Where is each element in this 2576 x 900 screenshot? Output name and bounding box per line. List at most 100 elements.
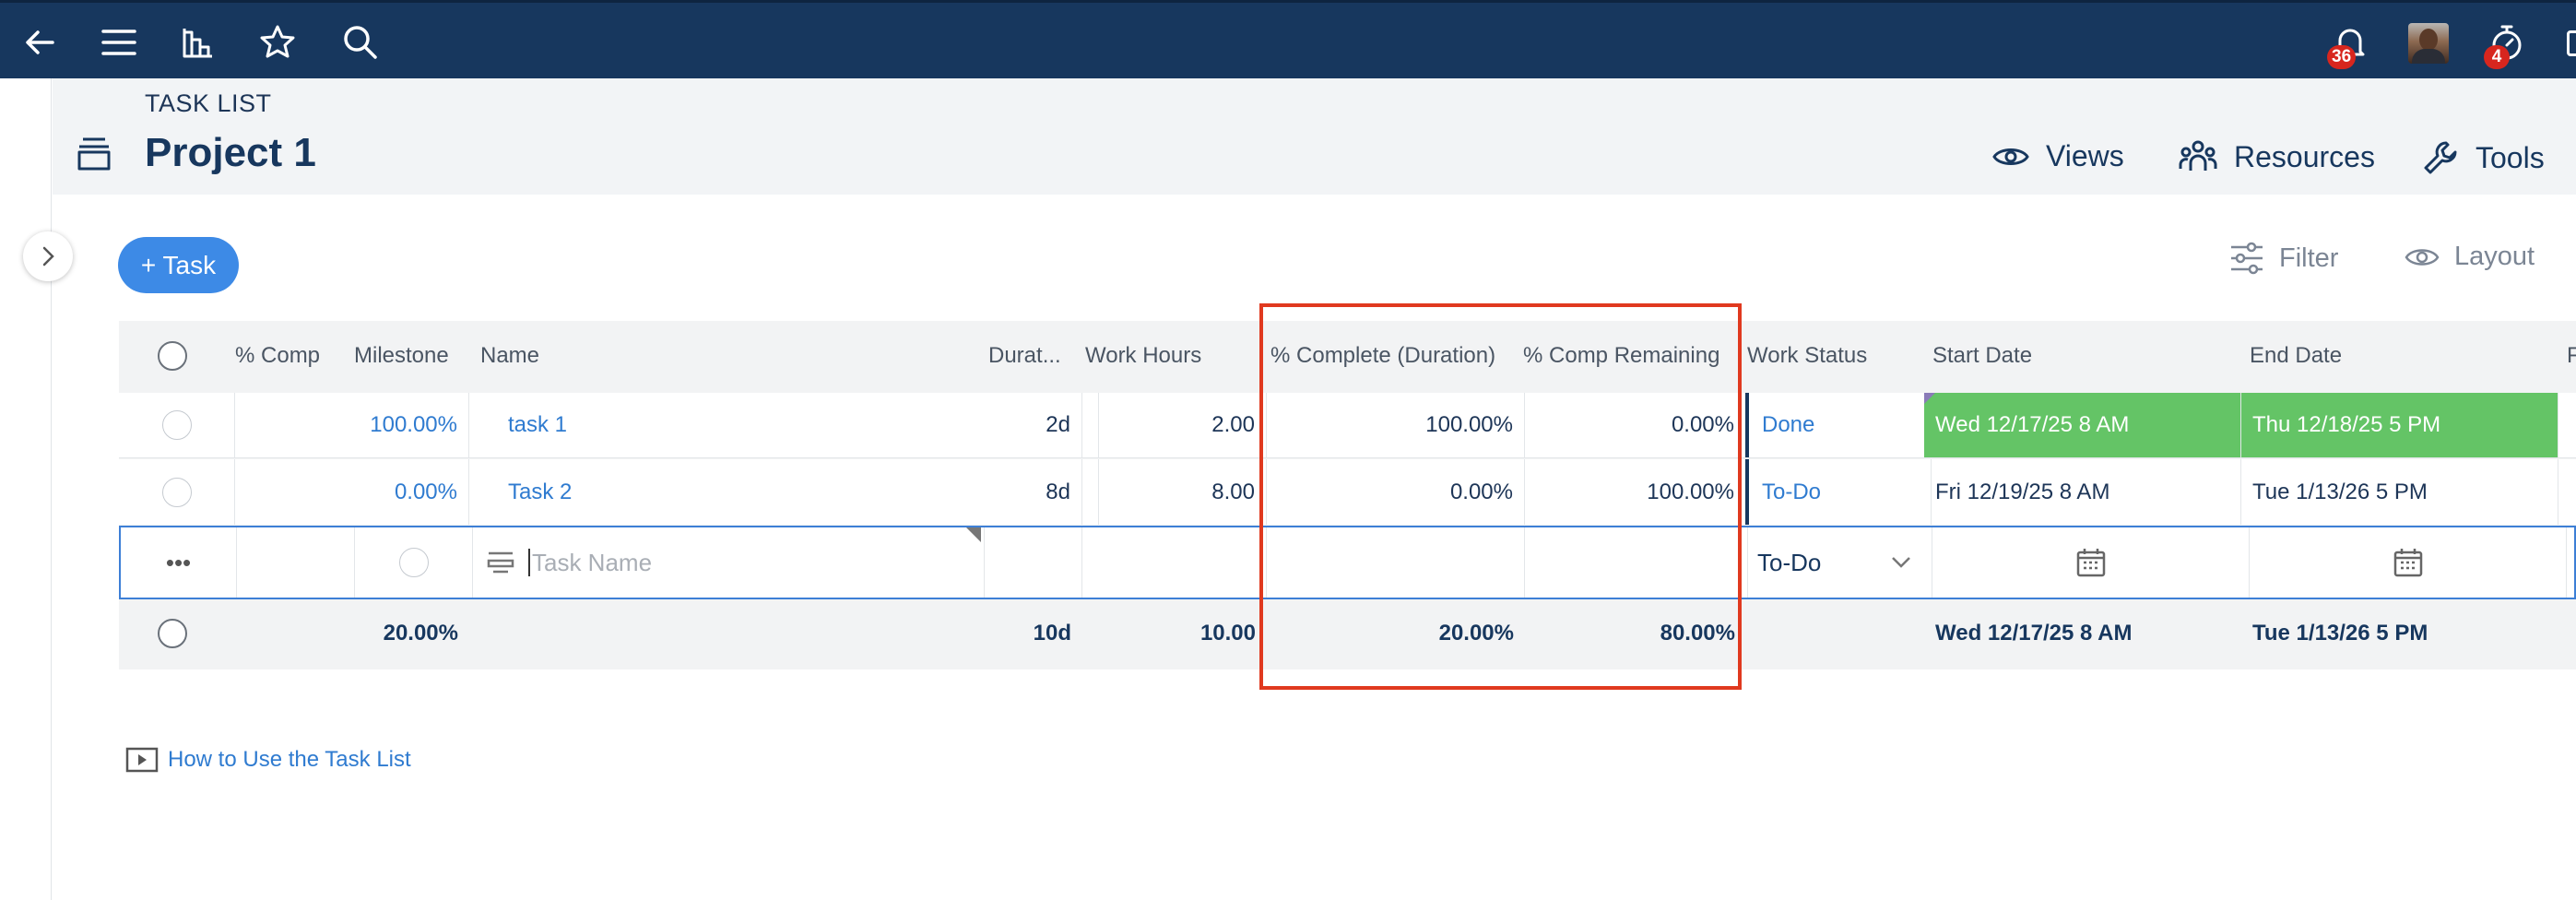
end-date-picker[interactable]: [2250, 527, 2567, 598]
filter-label: Filter: [2279, 243, 2339, 273]
col-header-end-date[interactable]: End Date: [2250, 343, 2343, 368]
dashboard-bars-icon[interactable]: [179, 23, 218, 62]
duration-cell[interactable]: 8d: [981, 459, 1082, 525]
pct-comp-cell[interactable]: 100.00%: [235, 393, 469, 457]
end-date-cell[interactable]: Thu 12/18/25 5 PM: [2241, 393, 2558, 457]
pct-complete-duration-cell[interactable]: 0.00%: [1267, 459, 1525, 525]
filter-button[interactable]: Filter: [2229, 242, 2338, 275]
chevron-down-icon: [1892, 557, 1910, 568]
left-rail: [0, 78, 52, 900]
work-status-select[interactable]: To-Do: [1748, 527, 1932, 598]
pct-complete-duration-cell[interactable]: 100.00%: [1267, 393, 1525, 457]
duration-cell[interactable]: 2d: [981, 393, 1082, 457]
grid-header-row: % Comp Milestone Name Durat... Work Hour…: [119, 321, 2576, 391]
col-header-pct-complete-duration[interactable]: % Complete (Duration): [1270, 343, 1496, 368]
favorites-star-icon[interactable]: [258, 23, 297, 62]
work-status-cell[interactable]: To-Do: [1745, 459, 1932, 525]
work-hours-cell[interactable]: 8.00: [1082, 459, 1267, 525]
resources-label: Resources: [2234, 139, 2375, 173]
add-task-button[interactable]: + Task: [118, 237, 239, 293]
row-select-checkbox[interactable]: [119, 393, 235, 457]
col-header-milestone[interactable]: Milestone: [354, 343, 449, 368]
start-date-picker[interactable]: [1932, 527, 2250, 598]
eye-icon: [1992, 148, 2029, 165]
video-play-icon: [125, 747, 159, 773]
start-date-cell[interactable]: Wed 12/17/25 8 AM: [1924, 393, 2241, 457]
how-to-use-label: How to Use the Task List: [168, 747, 411, 772]
eye-icon: [2405, 248, 2440, 266]
cell-corner-marker-icon: [966, 527, 981, 542]
views-label: Views: [2046, 139, 2124, 172]
pct-complete-duration-input: [1267, 527, 1525, 598]
total-start-date: Wed 12/17/25 8 AM: [1935, 621, 2133, 645]
table-row[interactable]: 0.00% Task 2 8d 8.00 0.00% 100.00% To-Do…: [119, 459, 2576, 525]
project-stack-icon: [76, 136, 112, 177]
how-to-use-link[interactable]: How to Use the Task List: [125, 747, 411, 773]
task-name-link[interactable]: Task 2: [469, 459, 1099, 525]
total-pct-comp: 20.00%: [383, 621, 458, 645]
pct-comp-remaining-cell[interactable]: 100.00%: [1525, 459, 1746, 525]
duration-input[interactable]: [985, 527, 1082, 598]
col-header-duration[interactable]: Durat...: [988, 343, 1061, 368]
pct-comp-cell[interactable]: 0.00%: [235, 459, 469, 525]
col-header-pct-comp-remaining[interactable]: % Comp Remaining: [1523, 343, 1720, 368]
row-select-checkbox[interactable]: [119, 459, 235, 525]
select-all-checkbox[interactable]: [158, 321, 195, 391]
start-date-cell[interactable]: Fri 12/19/25 8 AM: [1924, 459, 2241, 525]
tools-label: Tools: [2476, 140, 2545, 174]
partial-edge-icon[interactable]: [2567, 30, 2576, 56]
calendar-icon: [2076, 549, 2105, 577]
work-hours-cell[interactable]: 2.00: [1082, 393, 1267, 457]
row-more-menu-button[interactable]: •••: [121, 527, 237, 598]
filter-sliders-icon: [2231, 242, 2263, 275]
col-header-name[interactable]: Name: [480, 343, 540, 368]
layout-button[interactable]: Layout: [2405, 242, 2535, 272]
search-icon[interactable]: [341, 23, 380, 62]
col-header-work-hours[interactable]: Work Hours: [1085, 343, 1202, 368]
chevron-right-icon: [42, 246, 54, 266]
table-row[interactable]: 100.00% task 1 2d 2.00 100.00% 0.00% Don…: [119, 393, 2576, 458]
layout-label: Layout: [2454, 242, 2535, 271]
total-pct-complete-duration: 20.00%: [1438, 621, 1514, 645]
new-task-row[interactable]: ••• Task Name To-Do: [119, 526, 2576, 599]
col-header-pct-comp[interactable]: % Comp: [235, 343, 321, 368]
user-avatar[interactable]: [2408, 23, 2449, 64]
views-button[interactable]: Views: [1992, 139, 2124, 173]
col-header-next[interactable]: F: [2567, 343, 2576, 368]
work-status-value: To-Do: [1757, 548, 1822, 576]
totals-row: 20.00% 10d 10.00 20.00% 80.00% Wed 12/17…: [119, 600, 2576, 667]
total-duration: 10d: [1033, 621, 1071, 645]
col-header-start-date[interactable]: Start Date: [1932, 343, 2033, 368]
task-name-link[interactable]: task 1: [469, 393, 1099, 457]
back-arrow-icon[interactable]: [20, 23, 59, 62]
tools-button[interactable]: Tools: [2422, 139, 2545, 176]
total-end-date: Tue 1/13/26 5 PM: [2252, 621, 2428, 645]
empty-cell: [237, 527, 355, 598]
col-header-work-status[interactable]: Work Status: [1747, 343, 1868, 368]
start-date-flag-icon: [1924, 393, 1935, 404]
total-pct-comp-remaining: 80.00%: [1660, 621, 1735, 645]
expand-sidebar-button[interactable]: [23, 231, 73, 281]
resources-button[interactable]: Resources: [2179, 139, 2375, 174]
calendar-icon: [2393, 549, 2422, 577]
top-nav-bar: 36 4: [0, 0, 2576, 78]
task-name-input[interactable]: Task Name: [473, 527, 985, 598]
timer-count-badge: 4: [2484, 45, 2510, 69]
pct-comp-remaining-input: [1525, 527, 1748, 598]
breadcrumb[interactable]: TASK LIST: [145, 89, 272, 117]
notifications-count-badge: 36: [2327, 45, 2357, 69]
task-name-placeholder: Task Name: [532, 548, 653, 576]
wrench-icon: [2424, 141, 2457, 174]
task-stack-icon: [487, 551, 514, 574]
milestone-checkbox[interactable]: [355, 527, 473, 598]
work-status-cell[interactable]: Done: [1745, 393, 1932, 457]
end-date-cell[interactable]: Tue 1/13/26 5 PM: [2241, 459, 2558, 525]
total-work-hours: 10.00: [1199, 621, 1256, 645]
pct-comp-remaining-cell[interactable]: 0.00%: [1525, 393, 1746, 457]
hamburger-menu-icon[interactable]: [100, 23, 138, 62]
people-group-icon: [2179, 140, 2217, 171]
page-title: Project 1: [145, 130, 316, 175]
page-header: TASK LIST Project 1 Views Resources Tool…: [53, 78, 2576, 195]
totals-checkbox[interactable]: [158, 600, 195, 667]
work-hours-input[interactable]: [1082, 527, 1267, 598]
